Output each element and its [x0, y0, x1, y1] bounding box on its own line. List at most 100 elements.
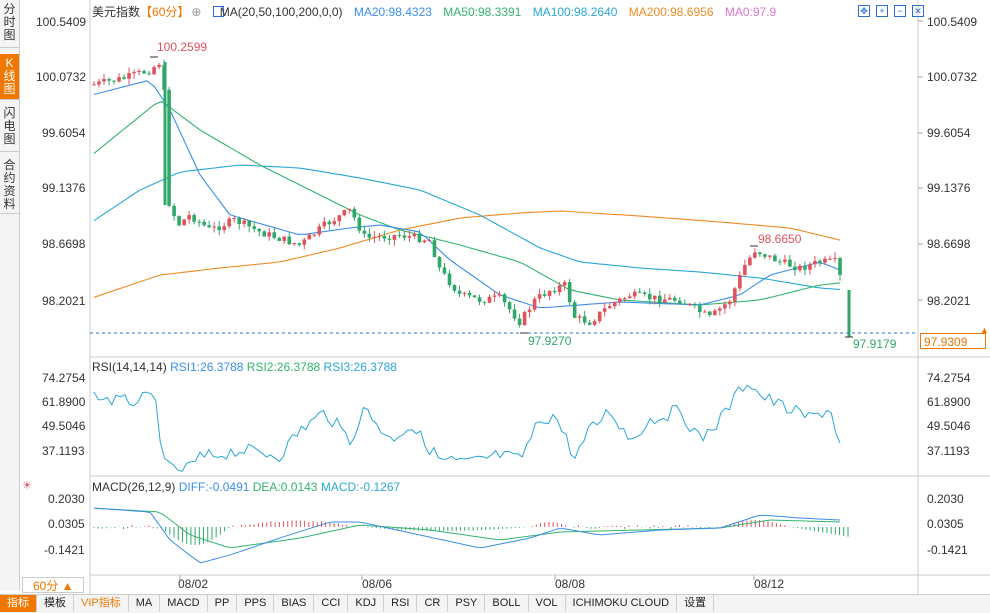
candle-body — [838, 258, 842, 275]
ma0-value: MA0:97.9 — [724, 5, 777, 19]
candle-body — [127, 73, 131, 79]
toolbar-indicators[interactable]: 指标 — [0, 595, 37, 612]
candle-body — [342, 210, 347, 216]
candle-body — [367, 233, 372, 238]
zoom-out-icon[interactable]: − — [894, 5, 906, 17]
candle-body — [417, 233, 422, 243]
candle-body — [197, 221, 201, 223]
rsi-y-tick-right: 61.8900 — [927, 395, 971, 409]
candle-body — [708, 311, 712, 316]
rsi-legend: RSI(14,14,14) RSI1:26.3788 RSI2:26.3788 … — [92, 360, 397, 374]
candle-body — [442, 267, 447, 274]
candle-body — [187, 215, 191, 220]
settings-icon[interactable]: ⊕ — [191, 5, 202, 19]
period-label: 【60分】 — [140, 5, 190, 19]
y-tick-right: 98.2021 — [927, 294, 971, 308]
tab-kline[interactable]: K线图 — [0, 54, 19, 100]
toolbar-boll[interactable]: BOLL — [485, 595, 529, 612]
candle-body — [402, 235, 407, 238]
candle-body — [257, 228, 262, 232]
toolbar-vol[interactable]: VOL — [529, 595, 566, 612]
toolbar-cci[interactable]: CCI — [314, 595, 349, 612]
candle-body — [833, 258, 837, 260]
tab-contract-info[interactable]: 合约资料 — [0, 156, 19, 214]
macd-y-tick: 0.2030 — [48, 492, 85, 506]
sun-icon[interactable]: ☀ — [22, 480, 32, 492]
candle-body — [738, 275, 742, 289]
toolbar-ma[interactable]: MA — [129, 595, 161, 612]
current-price-tag: 97.9309 — [920, 333, 986, 349]
close-icon[interactable]: ✕ — [912, 5, 924, 17]
y-tick-right: 99.6054 — [927, 126, 971, 140]
candle-body — [713, 310, 717, 316]
toolbar-settings[interactable]: 设置 — [677, 595, 715, 612]
candle-body — [617, 298, 622, 303]
candle-body — [297, 243, 302, 245]
candle-body — [763, 254, 767, 257]
candle-body — [788, 259, 792, 267]
candle-body — [167, 89, 171, 206]
local-high-annotation: 98.6650 — [758, 232, 802, 246]
candle-body — [252, 226, 257, 229]
toolbar-macd[interactable]: MACD — [160, 595, 208, 612]
y-tick-right: 99.1376 — [927, 181, 971, 195]
toolbar-pp[interactable]: PP — [208, 595, 238, 612]
candle-body — [597, 311, 602, 322]
candle-body — [337, 215, 342, 222]
candle-body — [387, 238, 392, 240]
candle-body — [662, 299, 667, 303]
candle-body — [237, 218, 241, 224]
toolbar-kdj[interactable]: KDJ — [348, 595, 385, 612]
candle-body — [517, 318, 522, 326]
candle-body — [492, 295, 497, 297]
macd-label: MACD(26,12,9) — [92, 480, 176, 494]
sidebar: 分时图 K线图 闪电图 合约资料 — [0, 0, 20, 590]
tab-timeshare[interactable]: 分时图 — [0, 0, 19, 48]
candle-body — [97, 81, 101, 85]
ma-color-swatch-icon — [212, 6, 224, 17]
candle-body — [247, 220, 252, 227]
candle-body — [142, 71, 146, 74]
zoom-in-icon[interactable]: + — [876, 5, 888, 17]
candle-body — [547, 290, 552, 296]
chart-canvas[interactable] — [0, 0, 990, 594]
toolbar-bias[interactable]: BIAS — [274, 595, 315, 612]
candle-body — [312, 234, 317, 236]
expand-icon[interactable]: ✥ — [858, 5, 870, 17]
candle-body — [652, 295, 657, 300]
toolbar-cr[interactable]: CR — [417, 595, 449, 612]
candle-body — [672, 297, 677, 301]
main-legend: 美元指数【60分】 ⊕ MA(20,50,100,200,0,0) MA20:98… — [92, 3, 784, 19]
candle-body — [768, 255, 772, 257]
toolbar-rsi[interactable]: RSI — [384, 595, 418, 612]
tab-flash[interactable]: 闪电图 — [0, 104, 19, 152]
rsi-y-tick: 61.8900 — [42, 395, 86, 409]
toolbar-templates[interactable]: 模板 — [37, 595, 74, 612]
candle-body — [92, 84, 96, 86]
candle-body — [277, 237, 282, 241]
candle-body — [317, 226, 322, 235]
candle-body — [647, 293, 652, 300]
y-tick-left: 98.2021 — [42, 294, 86, 308]
rsi1-value: RSI1:26.3788 — [170, 360, 244, 374]
ma100-line — [93, 164, 841, 290]
candle-body — [572, 302, 577, 318]
candle-body — [803, 265, 807, 270]
period-dropdown[interactable]: 60分 ▲ — [22, 577, 84, 593]
candle-body — [582, 316, 587, 323]
price-arrow-icon: ▲ — [980, 325, 989, 335]
toolbar-pps[interactable]: PPS — [237, 595, 275, 612]
toolbar-vip-indicators[interactable]: VIP指标 — [74, 595, 129, 612]
candle-body — [808, 264, 812, 270]
toolbar-psy[interactable]: PSY — [448, 595, 486, 612]
candle-body — [723, 304, 727, 309]
candle-body — [813, 260, 817, 265]
candle-body — [693, 303, 697, 306]
diff-value: DIFF:-0.0491 — [178, 480, 250, 494]
candle-body — [157, 64, 161, 68]
candle-body — [622, 298, 627, 300]
candle-body — [347, 208, 352, 211]
toolbar-ichimoku[interactable]: ICHIMOKU CLOUD — [566, 595, 678, 612]
candle-body — [287, 236, 292, 245]
ma200-value: MA200:98.6956 — [628, 5, 714, 19]
